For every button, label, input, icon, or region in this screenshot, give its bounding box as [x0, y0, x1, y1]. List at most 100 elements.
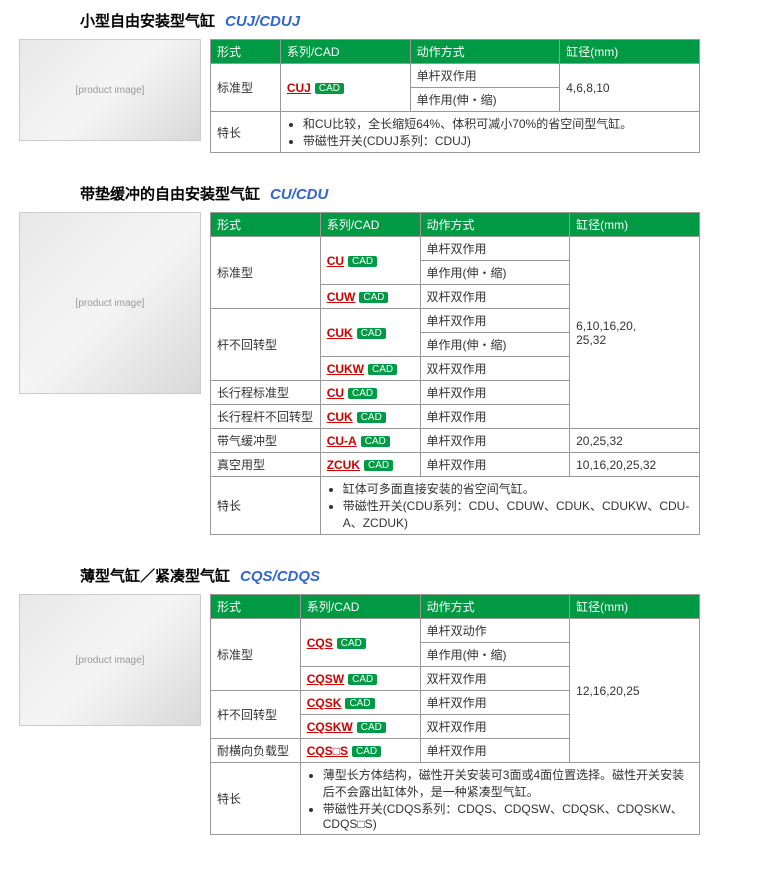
feature-item: 带磁性开关(CDUJ系列：CDUJ) [303, 132, 693, 149]
spec-table: 形式系列/CAD动作方式缸径(mm)标准型CUCAD单杆双作用6,10,16,2… [210, 212, 700, 535]
title-main: 小型自由安装型气缸 [80, 13, 215, 30]
cad-badge[interactable]: CAD [361, 436, 390, 447]
feature-item: 薄型长方体结构，磁性开关安装可3面或4面位置选择。磁性开关安装后不会露出缸体外，… [323, 766, 693, 800]
title-model: CU/CDU [270, 186, 328, 203]
col-header: 动作方式 [410, 40, 560, 64]
cad-badge[interactable]: CAD [364, 460, 393, 471]
cad-badge[interactable]: CAD [357, 412, 386, 423]
cad-badge[interactable]: CAD [348, 388, 377, 399]
col-header: 系列/CAD [320, 213, 420, 237]
series-link[interactable]: ZCUK [327, 458, 360, 472]
title-main: 薄型气缸／紧凑型气缸 [80, 568, 230, 585]
feature-label: 特长 [211, 763, 301, 835]
bore-cell: 6,10,16,20, 25,32 [570, 237, 700, 429]
action-cell: 单杆双作用 [420, 453, 570, 477]
series-cell: CQSW CAD [300, 667, 420, 691]
series-link[interactable]: CQS□S [307, 744, 348, 758]
cad-badge[interactable]: CAD [368, 364, 397, 375]
series-cell: CQSKCAD [300, 691, 420, 715]
cad-badge[interactable]: CAD [357, 722, 386, 733]
action-cell: 双杆双作用 [420, 285, 570, 309]
series-cell: CQSKW CAD [300, 715, 420, 739]
title-model: CQS/CDQS [240, 568, 320, 585]
col-header: 系列/CAD [280, 40, 410, 64]
feature-label: 特长 [211, 112, 281, 153]
action-cell: 双杆双作用 [420, 357, 570, 381]
series-link[interactable]: CUW [327, 290, 356, 304]
section-title: 带垫缓冲的自由安装型气缸CU/CDU [10, 183, 774, 204]
table-row: 标准型CUJCAD单杆双作用4,6,8,10 [211, 64, 700, 88]
action-cell: 单作用(伸・缩) [420, 333, 570, 357]
series-link[interactable]: CQSK [307, 696, 342, 710]
series-cell: CU CAD [320, 381, 420, 405]
series-link[interactable]: CUKW [327, 362, 364, 376]
feature-row: 特长薄型长方体结构，磁性开关安装可3面或4面位置选择。磁性开关安装后不会露出缸体… [211, 763, 700, 835]
action-cell: 单作用(伸・缩) [420, 643, 570, 667]
series-cell: CU-A CAD [320, 429, 420, 453]
action-cell: 单杆双作用 [420, 739, 570, 763]
cad-badge[interactable]: CAD [357, 328, 386, 339]
feature-item: 带磁性开关(CDQS系列：CDQS、CDQSW、CDQSK、CDQSKW、CDQ… [323, 800, 693, 831]
series-link[interactable]: CQSW [307, 672, 344, 686]
action-cell: 单杆双作用 [420, 405, 570, 429]
feature-item: 带磁性开关(CDU系列：CDU、CDUW、CDUK、CDUKW、CDU-A、ZC… [343, 497, 693, 531]
col-header: 动作方式 [420, 595, 570, 619]
series-cell: CUKW CAD [320, 357, 420, 381]
series-link[interactable]: CUK [327, 410, 353, 424]
bore-cell: 12,16,20,25 [570, 619, 700, 763]
feature-cell: 和CU比较，全长缩短64%、体积可减小70%的省空间型气缸。带磁性开关(CDUJ… [280, 112, 699, 153]
type-cell: 长行程标准型 [211, 381, 321, 405]
action-cell: 单杆双作用 [420, 429, 570, 453]
product-image: [product image] [10, 594, 210, 726]
action-cell: 单杆双作用 [410, 64, 560, 88]
series-link[interactable]: CQSKW [307, 720, 353, 734]
cad-badge[interactable]: CAD [359, 292, 388, 303]
cad-badge[interactable]: CAD [348, 256, 377, 267]
action-cell: 双杆双作用 [420, 715, 570, 739]
series-link[interactable]: CUK [327, 326, 353, 340]
section-body: [product image]形式系列/CAD动作方式缸径(mm)标准型CUCA… [10, 212, 774, 535]
type-cell: 标准型 [211, 619, 301, 691]
cad-badge[interactable]: CAD [345, 698, 374, 709]
feature-label: 特长 [211, 477, 321, 535]
action-cell: 单杆双动作 [420, 619, 570, 643]
series-link[interactable]: CU-A [327, 434, 357, 448]
type-cell: 标准型 [211, 64, 281, 112]
series-link[interactable]: CU [327, 254, 344, 268]
action-cell: 单作用(伸・缩) [410, 88, 560, 112]
series-link[interactable]: CQS [307, 636, 333, 650]
series-link[interactable]: CU [327, 386, 344, 400]
bore-cell: 20,25,32 [570, 429, 700, 453]
action-cell: 单杆双作用 [420, 381, 570, 405]
section-title: 小型自由安装型气缸 CUJ/CDUJ [10, 10, 774, 31]
section-body: [product image]形式系列/CAD动作方式缸径(mm)标准型CUJC… [10, 39, 774, 153]
feature-cell: 薄型长方体结构，磁性开关安装可3面或4面位置选择。磁性开关安装后不会露出缸体外，… [300, 763, 699, 835]
cad-badge[interactable]: CAD [352, 746, 381, 757]
series-cell: ZCUK CAD [320, 453, 420, 477]
type-cell: 真空用型 [211, 453, 321, 477]
series-cell: CUWCAD [320, 285, 420, 309]
col-header: 形式 [211, 213, 321, 237]
col-header: 形式 [211, 595, 301, 619]
cad-badge[interactable]: CAD [348, 674, 377, 685]
cad-badge[interactable]: CAD [337, 638, 366, 649]
type-cell: 杆不回转型 [211, 309, 321, 381]
feature-item: 和CU比较，全长缩短64%、体积可减小70%的省空间型气缸。 [303, 115, 693, 132]
action-cell: 单杆双作用 [420, 309, 570, 333]
cad-badge[interactable]: CAD [315, 83, 344, 94]
bore-cell: 10,16,20,25,32 [570, 453, 700, 477]
series-cell: CU CAD [320, 237, 420, 285]
action-cell: 单杆双作用 [420, 237, 570, 261]
title-model: CUJ/CDUJ [225, 13, 300, 30]
col-header: 缸径(mm) [570, 595, 700, 619]
col-header: 缸径(mm) [560, 40, 700, 64]
type-cell: 耐横向负载型 [211, 739, 301, 763]
series-cell: CUK CAD [320, 405, 420, 429]
series-cell: CQS□S CAD [300, 739, 420, 763]
col-header: 动作方式 [420, 213, 570, 237]
series-link[interactable]: CUJ [287, 81, 311, 95]
table-row: 标准型CQSCAD单杆双动作12,16,20,25 [211, 619, 700, 643]
table-row: 标准型CUCAD单杆双作用6,10,16,20, 25,32 [211, 237, 700, 261]
feature-cell: 缸体可多面直接安装的省空间气缸。带磁性开关(CDU系列：CDU、CDUW、CDU… [320, 477, 699, 535]
section-title: 薄型气缸／紧凑型气缸 CQS/CDQS [10, 565, 774, 586]
